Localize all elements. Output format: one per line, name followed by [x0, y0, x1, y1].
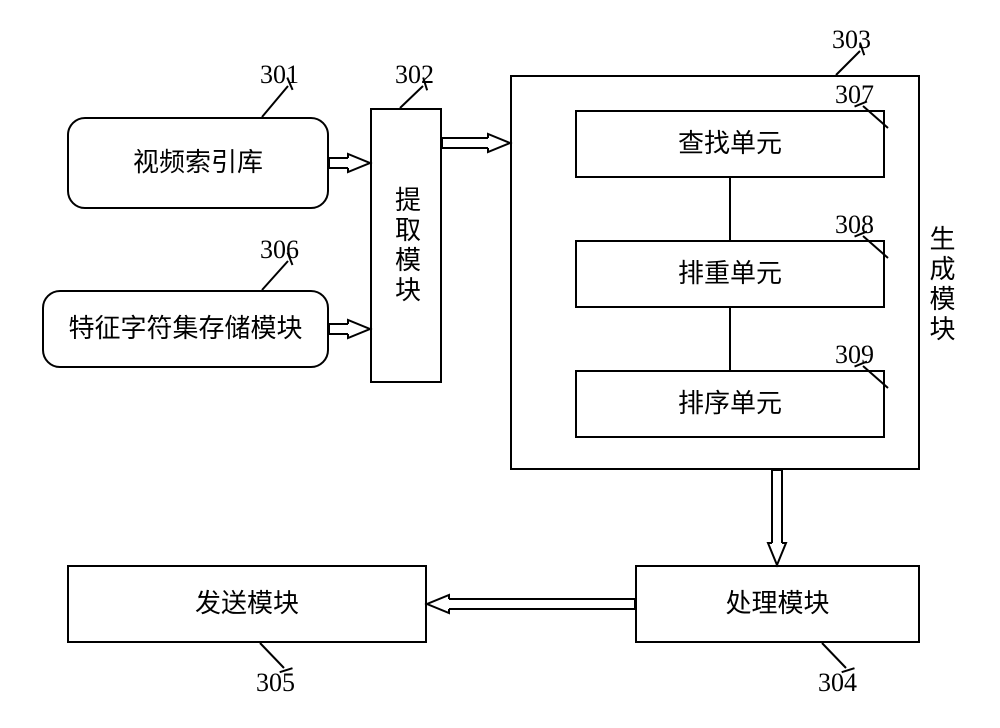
- diagram-canvas: 视频索引库 特征字符集存储模块 提取模块 查找单元 排重单元 排序单元 处理模块…: [0, 0, 1000, 728]
- arrows-layer: [0, 0, 1000, 728]
